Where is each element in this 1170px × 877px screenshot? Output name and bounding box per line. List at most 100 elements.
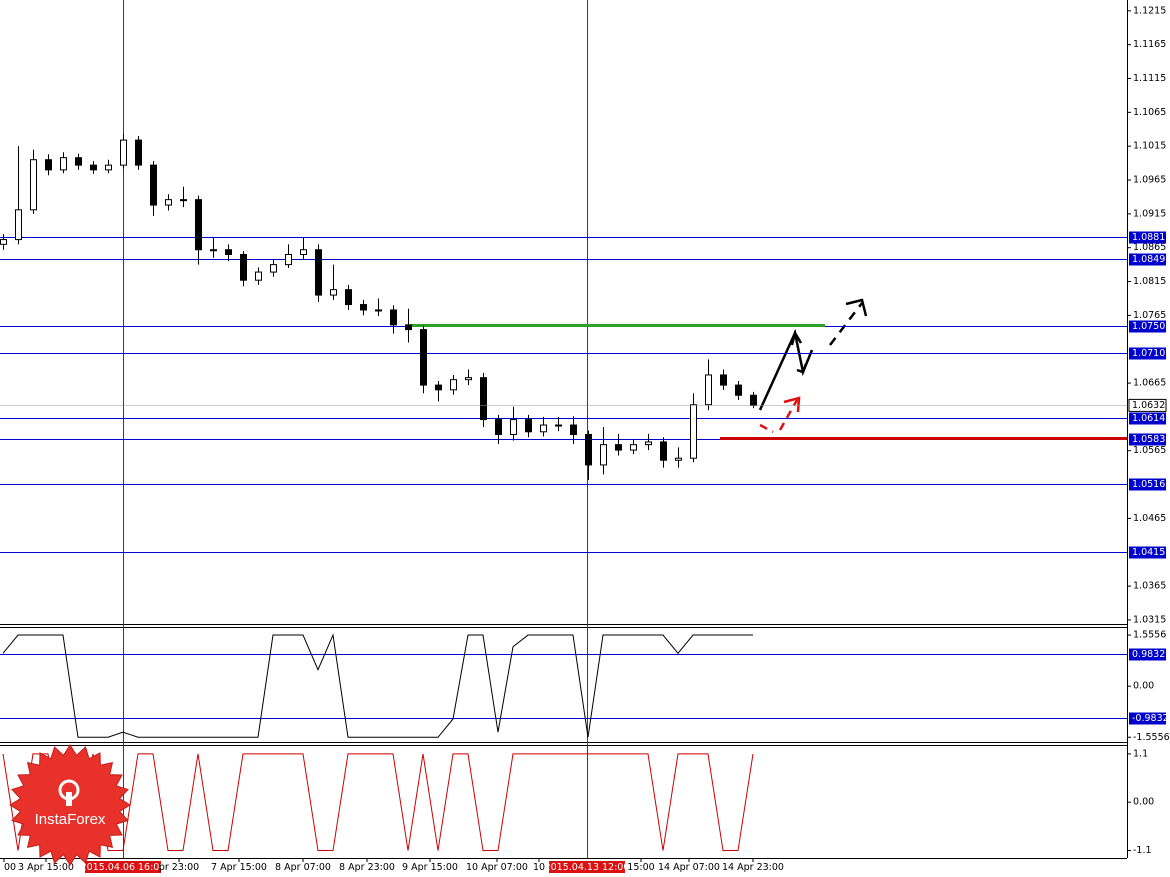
level-label: 1.0881 [1132,232,1165,243]
candle-body [60,157,67,171]
y-tick-label: 1.0665 [1133,378,1166,389]
candle-body [720,374,727,386]
x-tick-label: 14 Apr 07:00 [658,862,720,873]
y-tick-label: 1.1065 [1133,107,1166,118]
y-tick-label: 1.0965 [1133,175,1166,186]
x-label-highlight [85,861,161,873]
y-tick-label: -1.5556 [1133,732,1170,743]
level-label-box [1129,648,1166,661]
level-label: -0.9832 [1132,713,1169,724]
last-price-label: 1.0632 [1132,400,1165,411]
panel-frames [0,0,1128,859]
candle-body [315,249,322,296]
y-tick-label: 0.00 [1133,681,1154,692]
x-tick-label: 2015.04.13 12:00 [545,862,630,873]
y-tick-label: 1.1015 [1133,141,1166,152]
candle-body [240,253,247,281]
x-label-highlight [549,861,625,873]
x-tick-label: 00 [4,862,16,873]
level-label: 1.0710 [1132,348,1165,359]
level-label-box [1129,433,1166,446]
candle-body [405,324,412,331]
x-tick-label: 2015.04.06 16:00 [81,862,166,873]
level-label: 1.0750 [1132,321,1165,332]
forecast-arrows [758,298,868,434]
level-label-box [1129,253,1166,266]
y-tick-label: 1.1165 [1133,39,1166,50]
candle-body [600,444,607,466]
candle-body [345,289,352,306]
candle-body [225,249,232,255]
y-tick-label: 1.1115 [1133,73,1166,84]
candle-body [105,164,112,171]
y-tick-label: 1.0565 [1133,445,1166,456]
candle-body [360,304,367,311]
y-tick-label: 1.0465 [1133,513,1166,524]
x-tick-label: 3 Apr 15:00 [18,862,74,873]
candle-body [645,441,652,446]
level-label-box [1129,712,1166,725]
x-tick-label: 8 Apr 07:00 [275,862,331,873]
candle-body [195,199,202,251]
candle-body [180,199,187,202]
y-tick-label: 1.5556 [1133,630,1166,641]
candle-body [210,249,217,252]
indicator-line [2,633,753,738]
candle-body [675,457,682,461]
x-tick-label: 10 [533,862,545,873]
y-tick-label: 1.0315 [1133,614,1166,625]
indicator-line [2,753,754,852]
level-label-box [1129,231,1166,244]
x-tick-label: 10 Apr 07:00 [466,862,528,873]
candle-body [420,329,427,386]
candle-body [120,139,127,166]
level-label: 1.0614 [1132,413,1165,424]
y-tick-label: 1.1 [1133,748,1148,759]
watermark-text: InstaForex [35,811,106,828]
candle-body [390,309,397,326]
candle-body [480,377,487,421]
y-tick-label: 1.0815 [1133,276,1166,287]
x-tick-label: pr 23:00 [159,862,199,873]
candle-body [165,199,172,206]
candle-body [465,377,472,381]
candle-body [615,444,622,451]
level-label: 0.9832 [1132,649,1165,660]
candle-body [660,441,667,461]
x-tick-label: 15:00 [627,862,654,873]
candle-body [525,419,532,433]
y-tick-label: 1.0915 [1133,208,1166,219]
last-price-box [1128,398,1167,412]
watermark-icon [58,779,80,806]
y-tick-label: 1.1215 [1133,5,1166,16]
candle-body [630,444,637,451]
y-tick-label: -1.1 [1133,845,1152,856]
x-tick-label: 14 Apr 23:00 [722,862,784,873]
candle-body [90,164,97,171]
level-label-box [1129,478,1166,491]
candle-body [735,384,742,396]
x-tick-label: 8 Apr 23:00 [339,862,395,873]
candle-body [570,424,577,435]
candle-body [435,384,442,391]
x-tick-label: 7 Apr 15:00 [211,862,267,873]
candle-body [705,374,712,406]
candle-body [585,433,592,466]
y-tick-label: 1.0865 [1133,242,1166,253]
level-label-box [1129,347,1166,360]
candle-body [510,419,517,435]
level-label: 1.0516 [1132,479,1165,490]
candle-body [495,419,502,435]
candle-body [75,157,82,166]
watermark: InstaForex [9,744,131,866]
y-tick-label: 1.0765 [1133,310,1166,321]
x-tick-label: 9 Apr 15:00 [402,862,458,873]
candle-body [555,424,562,427]
level-label-box [1129,412,1166,425]
candle-body [15,209,22,241]
candle-body [330,289,337,296]
level-label-box [1129,320,1166,333]
candle-body [285,253,292,266]
candle-body [450,379,457,391]
